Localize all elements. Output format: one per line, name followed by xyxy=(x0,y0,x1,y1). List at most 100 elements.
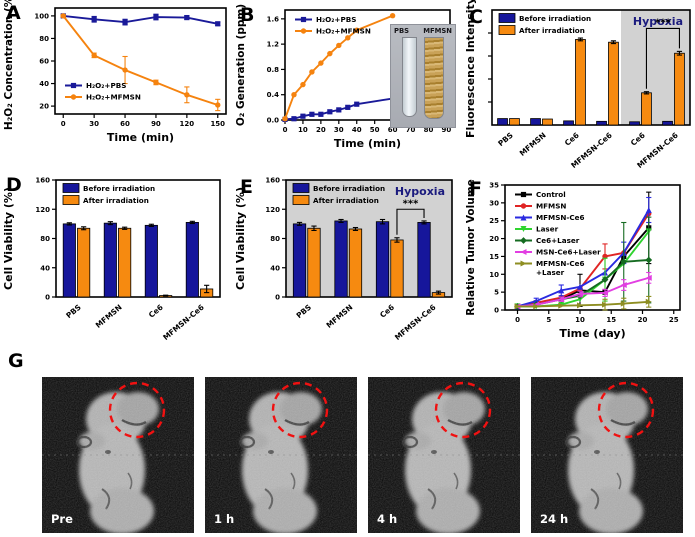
svg-text:40: 40 xyxy=(40,264,50,272)
svg-text:120: 120 xyxy=(35,206,50,214)
svg-text:120: 120 xyxy=(265,206,280,214)
chart-canvas: 0 30 60 90 120 150 20 40 60 80 100 Time (min) H₂O₂ C… xyxy=(3,0,227,144)
svg-text:80: 80 xyxy=(40,235,50,243)
svg-text:H₂O₂+MFMSN: H₂O₂+MFMSN xyxy=(316,27,371,36)
svg-text:MFMSN-Ce6: MFMSN-Ce6 xyxy=(536,259,585,268)
cuvettes xyxy=(394,37,452,121)
svg-text:After irradiation: After irradiation xyxy=(519,26,585,35)
svg-text:MFMSN: MFMSN xyxy=(324,303,354,330)
chart-relative-tumor-volume: 0 5 10 15 20 25 0 5 10 15 20 25 30 35 Time (day) Relati… xyxy=(462,172,695,347)
mfmsn-cuvette xyxy=(424,37,445,119)
mri-image: 1 h xyxy=(205,377,357,533)
svg-text:MFMSN: MFMSN xyxy=(536,202,566,211)
svg-text:Ce6: Ce6 xyxy=(147,303,165,320)
svg-text:Ce6: Ce6 xyxy=(563,131,581,148)
svg-text:40: 40 xyxy=(352,126,362,134)
svg-text:150: 150 xyxy=(210,120,225,128)
svg-text:0: 0 xyxy=(515,316,520,324)
svg-text:90: 90 xyxy=(151,120,161,128)
mri-time-label: 24 h xyxy=(540,512,569,526)
svg-text:30: 30 xyxy=(89,120,99,128)
svg-text:H₂O₂+MFMSN: H₂O₂+MFMSN xyxy=(86,93,141,102)
tumor-circle xyxy=(434,381,492,439)
svg-text:0: 0 xyxy=(494,307,499,315)
svg-text:10: 10 xyxy=(489,271,499,279)
svg-text:50: 50 xyxy=(370,126,380,134)
svg-text:Ce6+Laser: Ce6+Laser xyxy=(536,236,580,245)
svg-text:80: 80 xyxy=(270,235,280,243)
svg-text:Time (day): Time (day) xyxy=(559,327,625,340)
svg-text:80: 80 xyxy=(424,126,434,134)
svg-text:0: 0 xyxy=(61,120,66,128)
svg-text:30: 30 xyxy=(334,126,344,134)
mri-time-label: Pre xyxy=(51,512,73,526)
svg-text:0: 0 xyxy=(275,294,280,302)
mri-time-label: 1 h xyxy=(214,512,235,526)
svg-text:After irradiation: After irradiation xyxy=(83,196,149,205)
chart-cell-viability-hypoxia: 0 40 80 120 160 Cell Viability (%) PBS MFMSN Ce6… xyxy=(232,172,462,347)
svg-text:160: 160 xyxy=(35,177,50,185)
svg-text:Before irradiation: Before irradiation xyxy=(519,14,591,23)
mri-time-label: 4 h xyxy=(377,512,398,526)
cuvette-photo-inset: PBS MFMSN xyxy=(390,24,456,128)
svg-text:Time (min): Time (min) xyxy=(107,131,174,144)
svg-text:Before irradiation: Before irradiation xyxy=(83,184,155,193)
svg-text:Control: Control xyxy=(536,190,566,199)
mri-image: 4 h xyxy=(368,377,520,533)
svg-text:5: 5 xyxy=(494,289,499,297)
chart-canvas: 0 40 80 120 160 Cell Viability (%) PBS MFMSN Ce6… xyxy=(234,177,453,342)
svg-text:20: 20 xyxy=(638,316,648,324)
mri-image: 24 h xyxy=(531,377,683,533)
svg-text:90: 90 xyxy=(442,126,452,134)
svg-text:H₂O₂+PBS: H₂O₂+PBS xyxy=(86,81,126,90)
svg-text:70: 70 xyxy=(406,126,416,134)
mri-canvas xyxy=(42,377,194,533)
svg-text:Ce6: Ce6 xyxy=(629,131,647,148)
panel-label-b: B xyxy=(240,4,255,26)
svg-text:35: 35 xyxy=(489,182,499,190)
svg-text:60: 60 xyxy=(39,58,49,66)
svg-text:120: 120 xyxy=(180,120,195,128)
panel-label-f: F xyxy=(469,178,482,200)
chart-canvas: 0 40 80 120 160 Cell Viability (%) PBS MFMSN Ce6… xyxy=(2,177,221,342)
tumor-circle xyxy=(108,381,166,439)
svg-text:MFMSN: MFMSN xyxy=(518,131,548,158)
svg-text:80: 80 xyxy=(39,35,49,43)
svg-text:Before irradiation: Before irradiation xyxy=(313,184,385,193)
svg-text:Ce6: Ce6 xyxy=(378,303,396,320)
svg-text:PBS: PBS xyxy=(295,303,314,321)
svg-text:60: 60 xyxy=(120,120,130,128)
svg-text:Hypoxia: Hypoxia xyxy=(633,15,683,28)
panel-label-e: E xyxy=(240,176,253,198)
svg-text:30: 30 xyxy=(489,199,499,207)
tumor-circle xyxy=(597,381,655,439)
mri-canvas xyxy=(531,377,683,533)
chart-canvas: 0 5 10 15 20 25 0 5 10 15 20 25 30 35 Time (day) Relati… xyxy=(465,179,681,340)
svg-text:PBS: PBS xyxy=(496,131,515,149)
chart-h2o2-concentration: 0 30 60 90 120 150 20 40 60 80 100 Time (min) H₂O₂ C… xyxy=(0,0,232,166)
svg-text:After irradiation: After irradiation xyxy=(313,196,379,205)
svg-text:100: 100 xyxy=(34,12,49,20)
pbs-cuvette xyxy=(401,37,417,117)
svg-text:10: 10 xyxy=(298,126,308,134)
svg-text:Relative Tumor Volume: Relative Tumor Volume xyxy=(465,179,477,316)
svg-text:0: 0 xyxy=(283,126,288,134)
svg-text:Laser: Laser xyxy=(536,225,559,234)
svg-text:***: *** xyxy=(403,198,419,209)
inset-label-pbs: PBS xyxy=(394,27,410,35)
svg-text:40: 40 xyxy=(270,264,280,272)
svg-text:160: 160 xyxy=(265,177,280,185)
svg-text:+Laser: +Laser xyxy=(536,268,565,277)
svg-text:MFMSN-Ce6: MFMSN-Ce6 xyxy=(161,303,206,342)
svg-text:MFMSN-Ce6: MFMSN-Ce6 xyxy=(393,303,438,342)
svg-text:H₂O₂ Concentration (%): H₂O₂ Concentration (%) xyxy=(3,0,15,130)
mri-canvas xyxy=(205,377,357,533)
svg-text:20: 20 xyxy=(489,235,499,243)
svg-text:20: 20 xyxy=(316,126,326,134)
svg-text:40: 40 xyxy=(39,80,49,88)
svg-text:1.6: 1.6 xyxy=(267,15,280,23)
inset-label-mfmsn: MFMSN xyxy=(423,27,452,35)
svg-text:0.0: 0.0 xyxy=(267,117,280,125)
